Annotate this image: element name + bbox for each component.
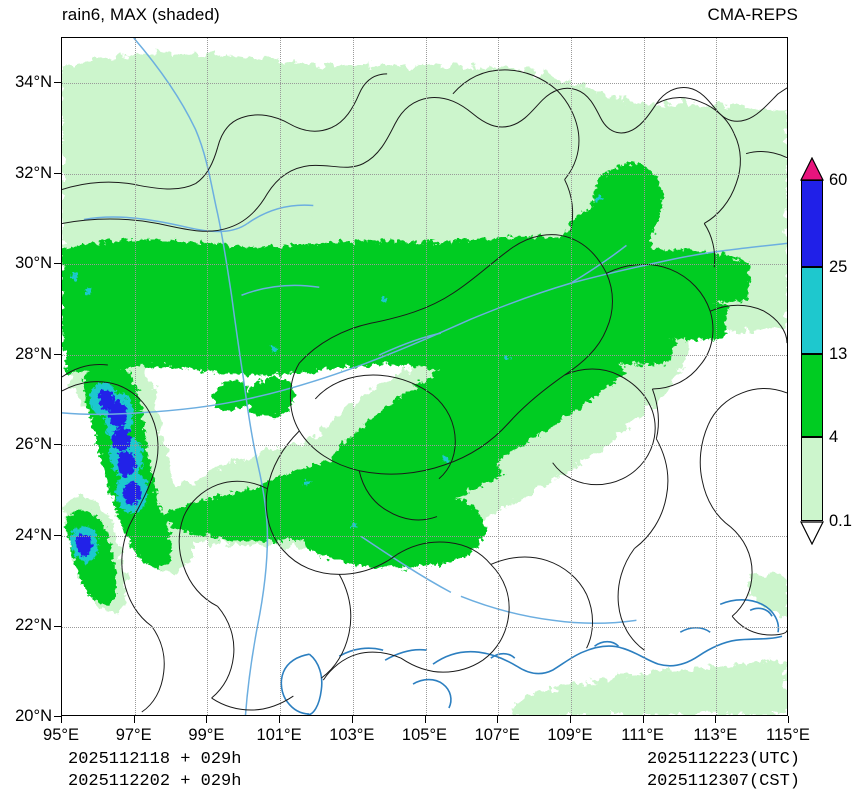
colorbar-segment-0p1-4[interactable] bbox=[801, 437, 823, 521]
gridline-longitude-107 bbox=[498, 38, 500, 715]
tick-x-6 bbox=[497, 716, 499, 723]
tick-label-x-5: 105°E bbox=[401, 726, 448, 744]
gridline-longitude-103 bbox=[352, 38, 354, 715]
tick-x-3 bbox=[279, 716, 281, 723]
tick-label-x-10: 115°E bbox=[766, 726, 810, 744]
tick-x-0 bbox=[61, 716, 62, 723]
colorbar-under-arrow bbox=[800, 521, 824, 545]
colorbar-label-0p1: 0.1 bbox=[829, 512, 852, 530]
model-name-label: CMA-REPS bbox=[707, 5, 798, 24]
gridline-latitude-22 bbox=[62, 626, 787, 628]
colorbar[interactable]: 60 25 13 4 0.1 bbox=[800, 157, 852, 565]
tick-label-x-4: 103°E bbox=[329, 726, 375, 744]
map-canvas bbox=[62, 38, 787, 715]
gridline-longitude-109 bbox=[570, 38, 572, 715]
tick-y-0 bbox=[54, 82, 61, 84]
footer-init-time-cst: 2025112202 + 029h bbox=[68, 772, 242, 791]
colorbar-segment-25-60[interactable] bbox=[801, 180, 823, 267]
tick-y-4 bbox=[54, 444, 61, 446]
river-lines bbox=[62, 38, 787, 715]
tick-label-y-0: 34°N bbox=[15, 73, 52, 91]
tick-label-x-8: 111°E bbox=[621, 726, 664, 744]
tick-label-y-4: 26°N bbox=[15, 435, 52, 454]
gridline-latitude-34 bbox=[62, 83, 787, 85]
precipitation-map-svg bbox=[62, 38, 787, 715]
tick-y-2 bbox=[54, 263, 61, 265]
tick-y-1 bbox=[54, 172, 61, 174]
precip-band-25-60 bbox=[76, 389, 141, 556]
tick-label-x-2: 99°E bbox=[188, 726, 225, 744]
colorbar-over-arrow bbox=[800, 157, 824, 181]
gridline-latitude-28 bbox=[62, 354, 787, 356]
colorbar-label-13: 13 bbox=[829, 345, 848, 363]
gridline-longitude-99 bbox=[207, 38, 209, 715]
colorbar-label-60: 60 bbox=[829, 171, 848, 189]
tick-x-9 bbox=[715, 716, 717, 723]
colorbar-segment-13-25[interactable] bbox=[801, 267, 823, 354]
tick-label-x-1: 97°E bbox=[115, 726, 152, 744]
tick-x-7 bbox=[569, 716, 571, 723]
footer-init-time-utc: 2025112118 + 029h bbox=[68, 750, 242, 769]
tick-label-y-2: 30°N bbox=[15, 254, 52, 272]
footer-valid-time-utc: 2025112223(UTC) bbox=[646, 750, 800, 769]
gridline-latitude-26 bbox=[62, 445, 787, 447]
gridline-latitude-24 bbox=[62, 535, 787, 537]
administrative-borders bbox=[62, 69, 787, 713]
tick-x-8 bbox=[642, 716, 644, 723]
gridline-latitude-32 bbox=[62, 173, 787, 175]
tick-y-7 bbox=[54, 716, 61, 717]
map-plot-area[interactable] bbox=[61, 37, 788, 716]
gridline-longitude-111 bbox=[643, 38, 645, 715]
tick-x-2 bbox=[206, 716, 208, 723]
tick-label-y-3: 28°N bbox=[15, 344, 52, 363]
gridline-longitude-101 bbox=[280, 38, 282, 715]
tick-x-10 bbox=[788, 716, 789, 723]
tick-x-1 bbox=[133, 716, 135, 723]
tick-label-x-3: 101°E bbox=[256, 726, 302, 744]
tick-label-x-9: 113°E bbox=[693, 726, 738, 744]
tick-x-4 bbox=[351, 716, 353, 723]
tick-label-y-6: 22°N bbox=[15, 616, 52, 635]
footer-valid-time-cst: 2025112307(CST) bbox=[646, 772, 800, 791]
colorbar-label-25: 25 bbox=[829, 258, 848, 276]
tick-label-x-0: 95°E bbox=[43, 726, 79, 744]
gridline-longitude-97 bbox=[134, 38, 136, 715]
tick-y-5 bbox=[54, 534, 61, 536]
gridline-longitude-113 bbox=[716, 38, 718, 715]
tick-y-6 bbox=[54, 625, 61, 627]
gridline-longitude-105 bbox=[425, 38, 427, 715]
tick-label-y-7: 20°N bbox=[15, 706, 52, 725]
tick-label-y-1: 32°N bbox=[15, 163, 52, 182]
colorbar-label-4: 4 bbox=[829, 428, 839, 446]
gridline-latitude-30 bbox=[62, 264, 787, 266]
colorbar-segment-4-13[interactable] bbox=[801, 354, 823, 437]
tick-y-3 bbox=[54, 353, 61, 355]
coastline bbox=[280, 599, 783, 715]
tick-x-5 bbox=[424, 716, 426, 723]
tick-label-x-7: 109°E bbox=[547, 726, 593, 744]
page-title: rain6, MAX (shaded) bbox=[62, 5, 220, 24]
tick-label-x-6: 107°E bbox=[474, 726, 520, 744]
tick-label-y-5: 24°N bbox=[15, 525, 52, 544]
